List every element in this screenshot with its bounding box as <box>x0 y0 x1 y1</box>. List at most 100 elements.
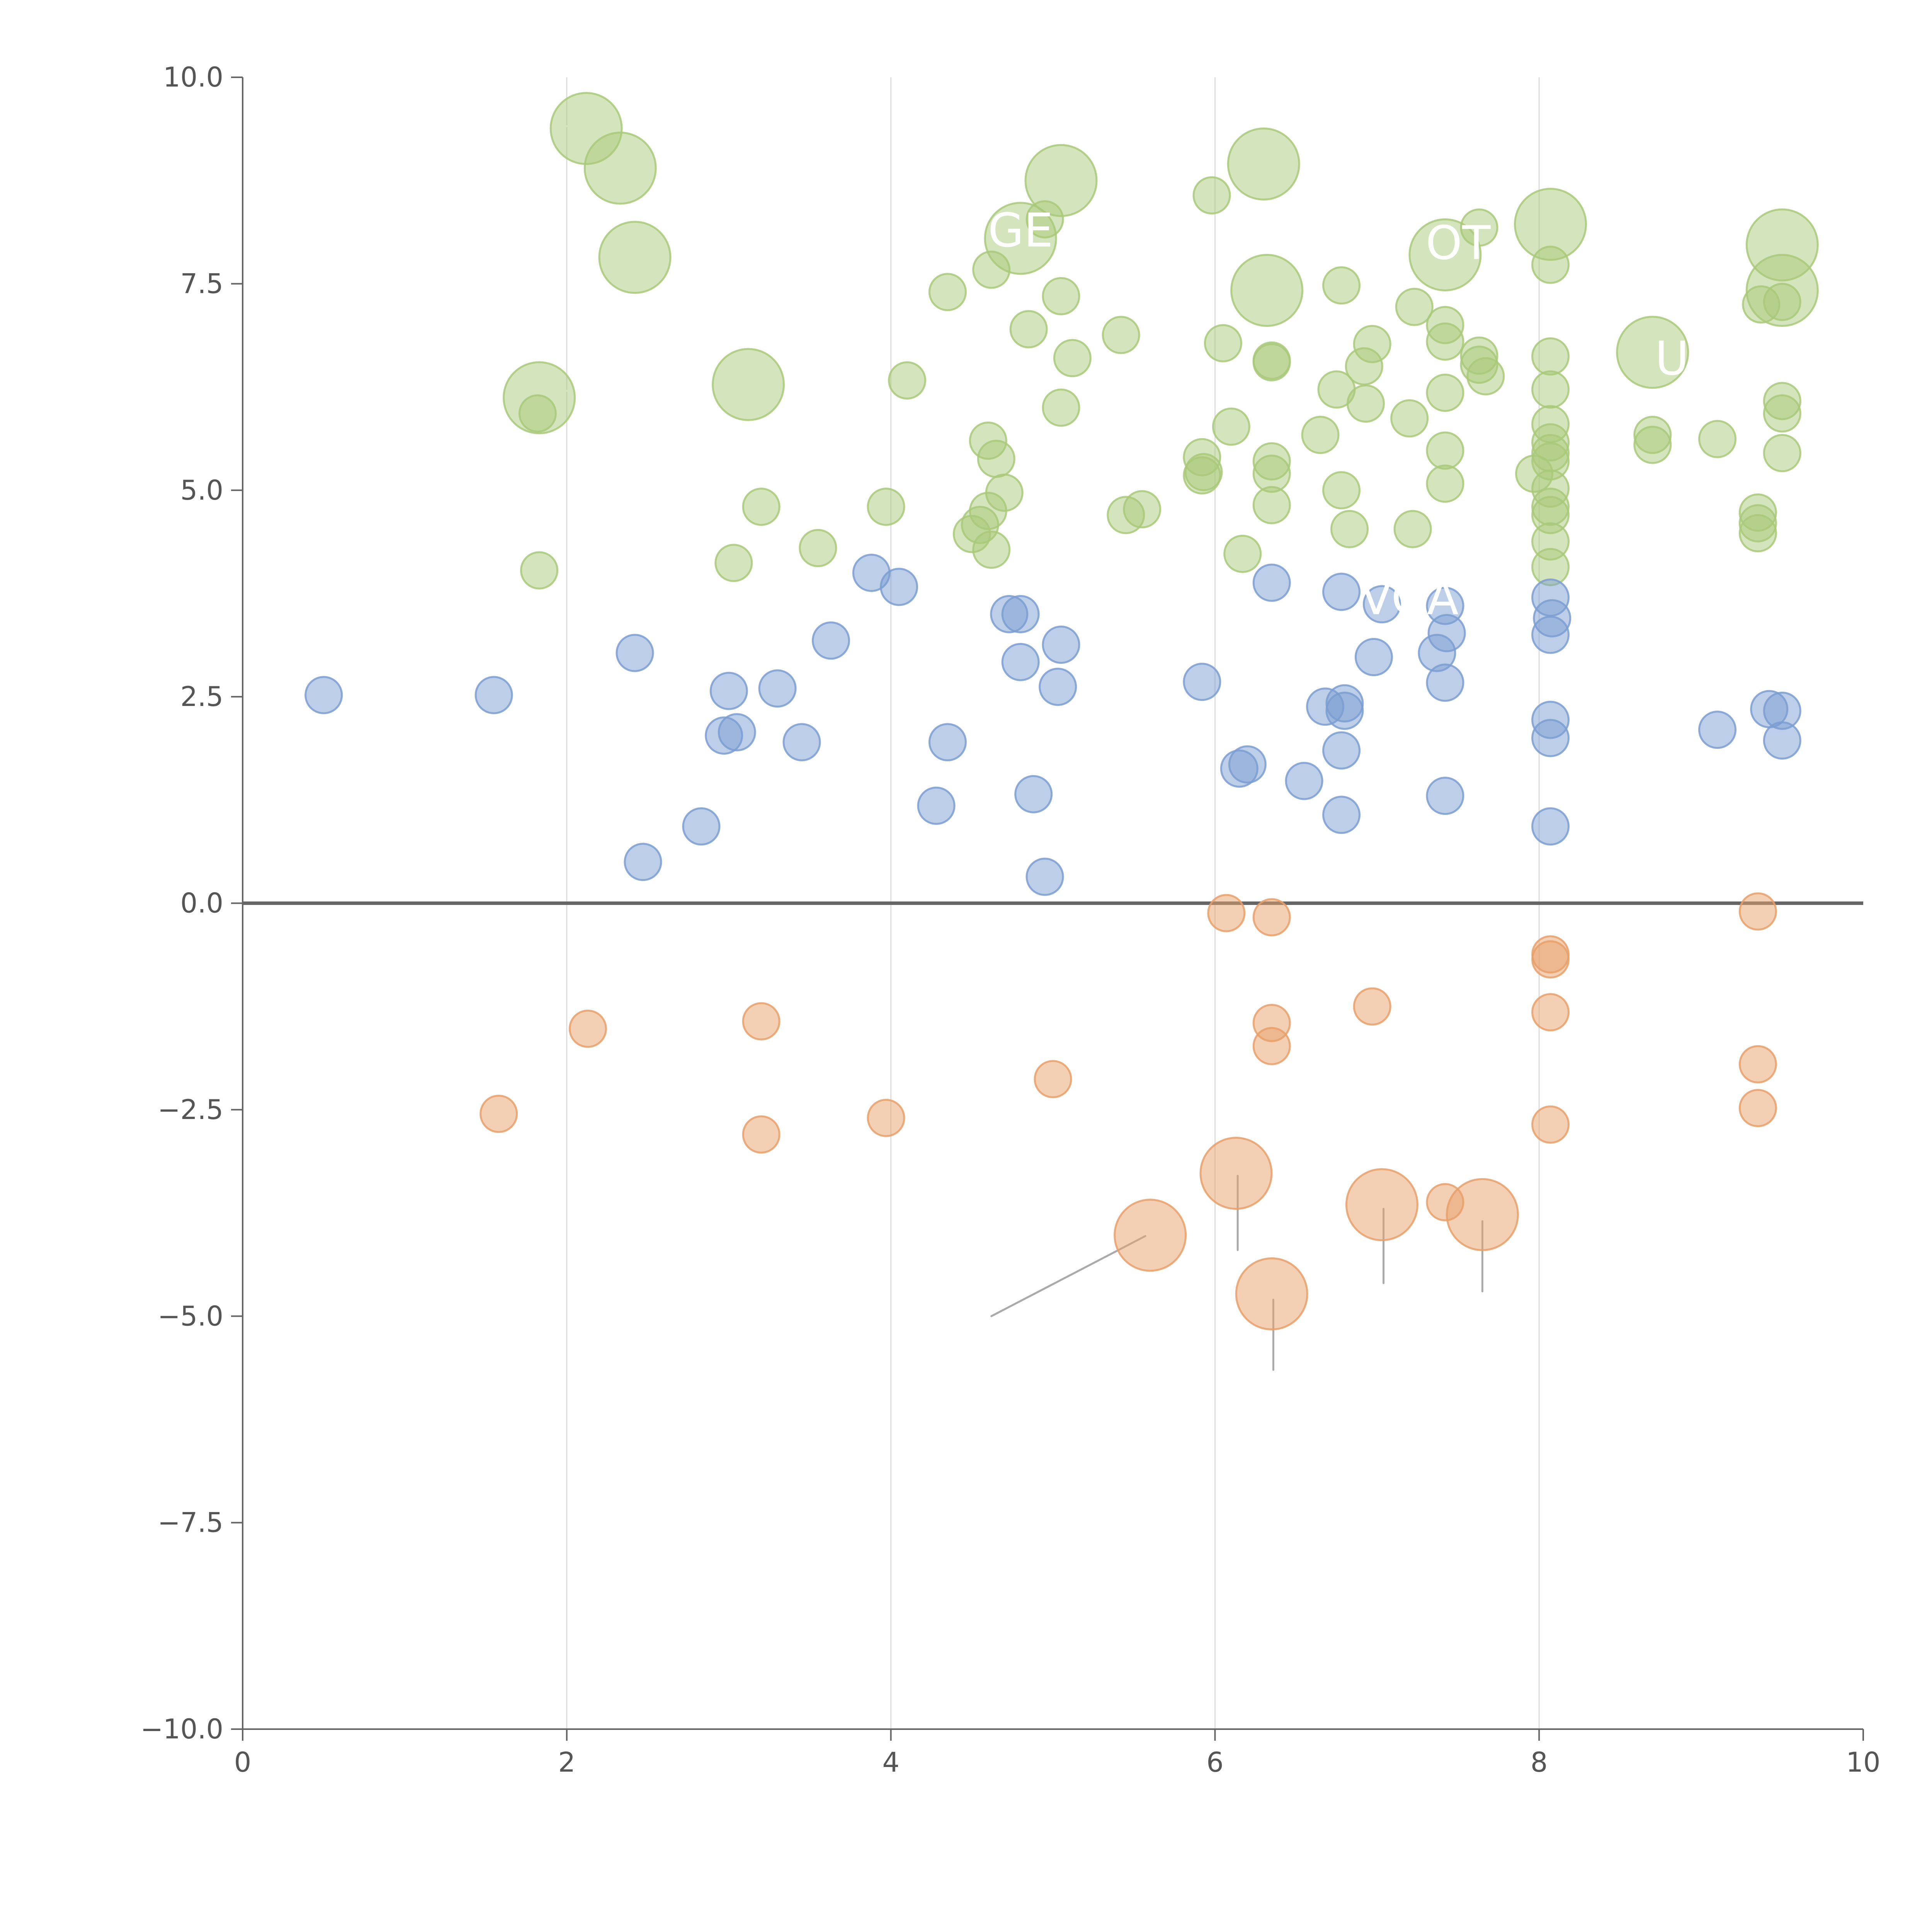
orange-point <box>1114 1199 1187 1272</box>
green-point <box>1616 316 1689 389</box>
green-point <box>1223 534 1262 573</box>
green-point <box>1042 388 1080 427</box>
green-point <box>977 440 1015 478</box>
green-point <box>1426 431 1464 470</box>
blue-point <box>1322 796 1361 834</box>
annotations: GE OT U VOA <box>988 204 1689 625</box>
green-point <box>712 348 785 421</box>
green-point <box>1763 434 1801 473</box>
data-points <box>304 92 1819 1331</box>
blue-point <box>624 843 662 881</box>
blue-point <box>928 723 967 762</box>
orange-point <box>1199 1136 1273 1210</box>
blue-point <box>1039 667 1077 706</box>
green-point <box>1531 370 1570 409</box>
green-point <box>867 488 905 526</box>
blue-point <box>1531 807 1570 846</box>
blue-point <box>1014 775 1053 813</box>
annotation-label: OT <box>1426 216 1491 270</box>
orange-point <box>1738 1089 1777 1128</box>
y-tick-label: −2.5 <box>158 1094 223 1126</box>
green-point <box>1633 425 1672 464</box>
annotation-label: U <box>1655 332 1689 386</box>
x-tick-label: 6 <box>1206 1747 1224 1778</box>
green-point <box>1330 510 1369 548</box>
orange-point <box>1531 993 1570 1032</box>
green-point <box>1322 266 1361 305</box>
blue-point <box>1763 721 1801 760</box>
orange-point <box>1235 1257 1308 1331</box>
blue-point <box>1426 777 1464 815</box>
blue-point <box>1354 638 1393 677</box>
blue-point <box>1531 719 1570 757</box>
green-point <box>1230 253 1304 327</box>
green-point <box>1042 277 1080 315</box>
blue-point <box>474 676 513 714</box>
green-point <box>1192 176 1231 215</box>
blue-point <box>304 676 343 714</box>
blue-point <box>782 723 821 762</box>
green-point <box>1102 316 1140 354</box>
green-point <box>888 361 927 400</box>
green-point <box>1738 514 1777 553</box>
orange-point <box>1531 1105 1570 1144</box>
green-point <box>583 131 657 205</box>
blue-point <box>1698 711 1737 749</box>
green-point <box>1531 245 1570 284</box>
blue-point <box>880 568 918 606</box>
orange-point <box>1252 1027 1291 1065</box>
blue-point <box>1325 691 1364 730</box>
x-tick-label: 8 <box>1531 1747 1548 1778</box>
blue-point <box>718 713 756 752</box>
green-point <box>1212 407 1250 446</box>
blue-point <box>811 621 850 660</box>
green-point <box>1390 399 1429 438</box>
blue-point <box>682 807 721 846</box>
blue-point <box>1228 745 1267 784</box>
x-tick-label: 2 <box>558 1747 576 1778</box>
green-point <box>1466 357 1505 396</box>
green-point <box>598 221 672 294</box>
green-point <box>1531 337 1570 376</box>
green-point <box>1426 464 1464 503</box>
blue-point <box>1322 731 1361 770</box>
green-point <box>1009 310 1048 349</box>
blue-point <box>1322 573 1361 611</box>
green-point <box>972 531 1011 569</box>
green-point <box>1024 144 1098 217</box>
green-point <box>1252 486 1291 524</box>
blue-point <box>917 786 956 825</box>
green-point <box>1393 510 1432 548</box>
blue-point <box>709 672 748 710</box>
green-point <box>1346 384 1385 423</box>
green-point <box>1763 282 1801 321</box>
y-tick-label: −7.5 <box>158 1507 223 1539</box>
green-point <box>1460 208 1498 247</box>
orange-point <box>1446 1178 1519 1251</box>
orange-point <box>867 1099 905 1137</box>
green-point <box>1252 341 1291 380</box>
blue-point <box>1252 563 1291 602</box>
y-tick-label: 0.0 <box>180 888 223 919</box>
orange-point <box>1345 1168 1418 1242</box>
y-tick-label: −5.0 <box>158 1300 223 1332</box>
y-tick-label: 5.0 <box>180 474 223 506</box>
y-tick-label: −10.0 <box>140 1713 223 1745</box>
green-point <box>1184 453 1223 492</box>
blue-point <box>1026 857 1064 896</box>
blue-point <box>1362 585 1401 624</box>
green-point <box>1698 420 1737 458</box>
annotation-label: VOA <box>1360 571 1458 625</box>
x-tick-label: 0 <box>234 1747 252 1778</box>
green-point <box>1353 325 1391 363</box>
orange-point <box>1252 898 1291 937</box>
green-point <box>1204 324 1242 362</box>
annotation-label: GE <box>988 204 1053 258</box>
orange-point <box>1531 940 1570 979</box>
blue-point <box>1285 762 1323 800</box>
blue-point <box>1426 663 1464 702</box>
axes: −10.0 −7.5 −5.0 −2.5 0.0 2.5 5.0 7.5 10.0 0 2 4 6 8 10 <box>140 61 1880 1778</box>
blue-point <box>758 669 797 708</box>
x-tick-label: 10 <box>1846 1747 1880 1778</box>
orange-point <box>1207 894 1246 932</box>
